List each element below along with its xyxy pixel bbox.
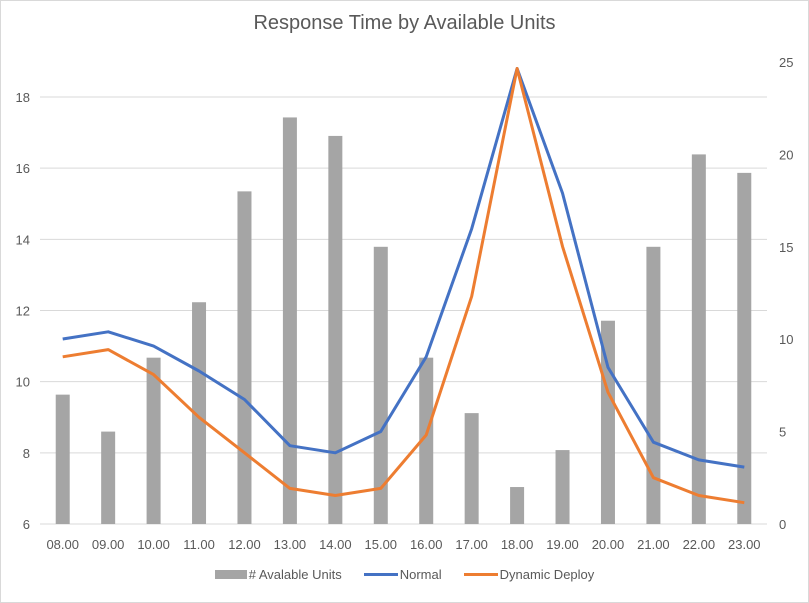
x-axis-tick: 14.00 <box>319 537 352 552</box>
x-axis-tick: 16.00 <box>410 537 443 552</box>
left-axis-tick: 12 <box>16 304 30 319</box>
gridlines <box>40 96 767 525</box>
bar[interactable] <box>464 413 479 524</box>
bar[interactable] <box>192 302 207 524</box>
legend-item-dynamic-deploy[interactable]: Dynamic Deploy <box>463 567 595 582</box>
legend: # Avalable Units Normal Dynamic Deploy <box>0 567 809 582</box>
legend-item-available-units[interactable]: # Avalable Units <box>214 567 342 582</box>
left-axis-tick: 18 <box>16 90 30 105</box>
right-axis-tick: 0 <box>779 517 786 532</box>
bar[interactable] <box>419 357 434 524</box>
x-axis-tick: 23.00 <box>728 537 761 552</box>
bar[interactable] <box>555 450 570 524</box>
right-axis-tick: 20 <box>779 147 793 162</box>
legend-label: Normal <box>399 567 442 582</box>
bar[interactable] <box>737 172 752 524</box>
chart-title: Response Time by Available Units <box>253 12 556 34</box>
left-axis-tick: 14 <box>16 232 30 247</box>
right-axis: 0 5 10 15 20 25 <box>779 55 793 532</box>
bar[interactable] <box>146 357 161 524</box>
line-normal[interactable] <box>62 67 745 469</box>
line-dynamic-deploy[interactable] <box>62 67 745 505</box>
bar[interactable] <box>55 394 70 524</box>
x-axis-tick: 19.00 <box>546 537 579 552</box>
bar[interactable] <box>101 431 116 524</box>
x-axis-tick: 11.00 <box>183 537 215 552</box>
legend-label: Dynamic Deploy <box>499 567 595 582</box>
x-axis: 08.00 09.00 10.00 11.00 12.00 13.00 14.00 15.00… <box>46 537 760 552</box>
bar[interactable] <box>691 154 706 524</box>
legend-swatch-bar <box>214 570 247 579</box>
x-axis-tick: 09.00 <box>92 537 125 552</box>
legend-swatch-line <box>463 573 498 576</box>
x-axis-tick: 18.00 <box>501 537 534 552</box>
legend-swatch-line <box>363 573 398 576</box>
bar[interactable] <box>373 246 388 525</box>
line-series <box>62 67 745 505</box>
x-axis-tick: 21.00 <box>637 537 670 552</box>
x-axis-tick: 12.00 <box>228 537 261 552</box>
legend-item-normal[interactable]: Normal <box>363 567 442 582</box>
left-axis-tick: 8 <box>23 446 30 461</box>
x-axis-tick: 10.00 <box>137 537 170 552</box>
left-axis-tick: 10 <box>16 375 30 390</box>
x-axis-tick: 22.00 <box>683 537 716 552</box>
bar-series-available-units <box>55 117 752 525</box>
bar[interactable] <box>510 487 525 524</box>
x-axis-tick: 08.00 <box>46 537 79 552</box>
left-axis: 6 8 10 12 14 16 18 <box>16 90 30 532</box>
bar[interactable] <box>237 191 252 525</box>
left-axis-tick: 6 <box>23 517 30 532</box>
right-axis-tick: 5 <box>779 425 786 440</box>
legend-label: # Avalable Units <box>248 567 342 582</box>
x-axis-tick: 17.00 <box>455 537 488 552</box>
bar[interactable] <box>646 246 661 525</box>
right-axis-tick: 10 <box>779 332 793 347</box>
x-axis-tick: 20.00 <box>592 537 625 552</box>
left-axis-tick: 16 <box>16 161 30 176</box>
x-axis-tick: 15.00 <box>365 537 398 552</box>
right-axis-tick: 25 <box>779 55 793 70</box>
bar[interactable] <box>328 135 343 525</box>
x-axis-tick: 13.00 <box>274 537 307 552</box>
bar[interactable] <box>282 117 297 524</box>
right-axis-tick: 15 <box>779 240 793 255</box>
